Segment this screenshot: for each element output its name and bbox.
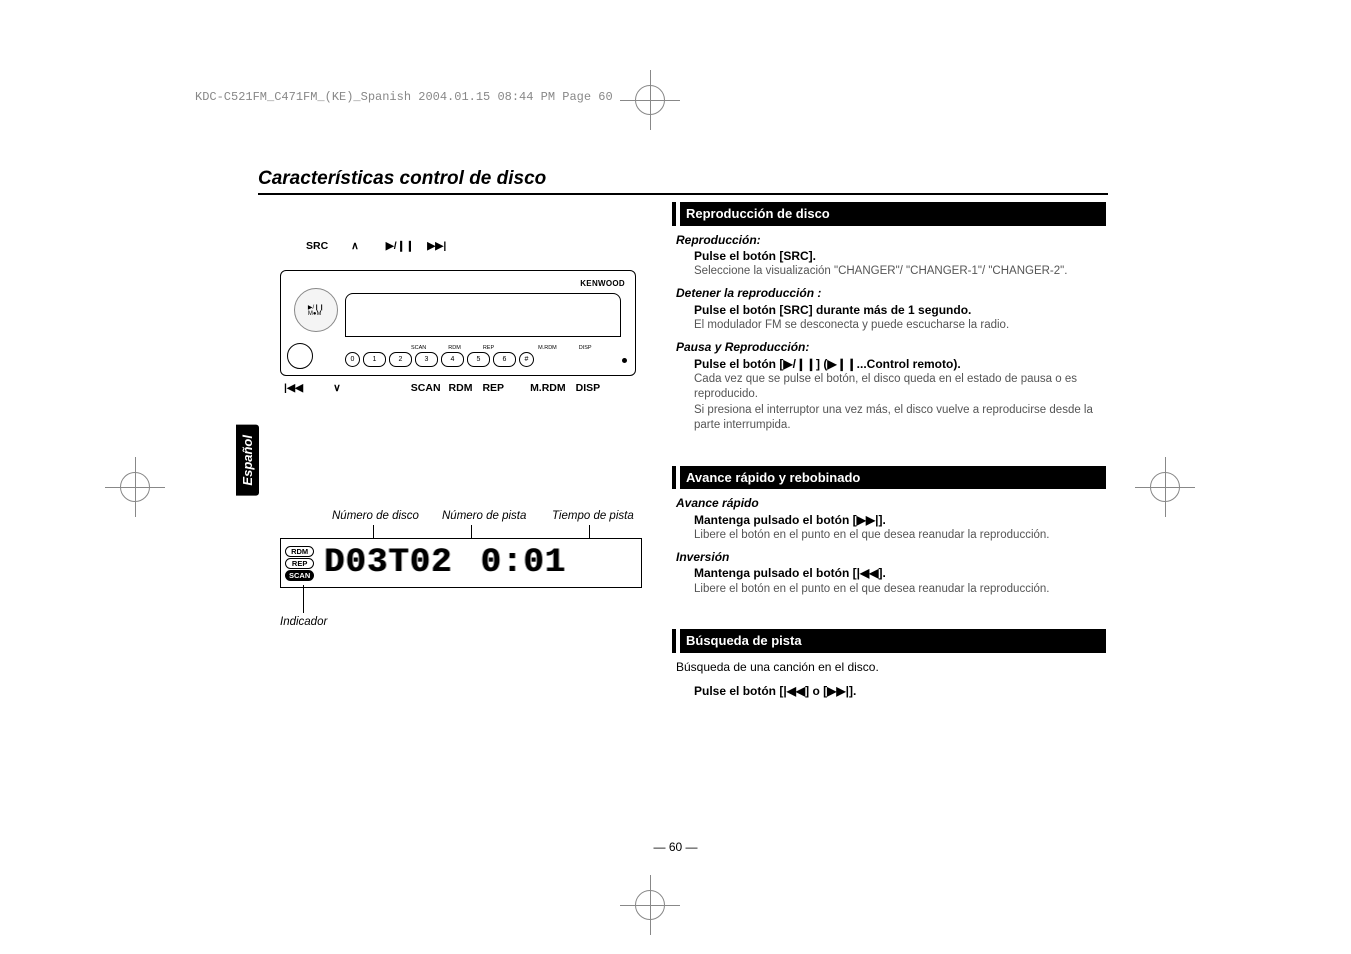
device-top-labels: SRC ∧ ▶/❙❙ ▶▶|: [280, 240, 650, 252]
btn-2: 2: [389, 352, 412, 367]
language-tab: Español: [236, 425, 259, 496]
content-column: Reproducción de disco Reproducción: Puls…: [676, 202, 1106, 699]
knob: [287, 343, 313, 369]
note: Seleccione la visualización "CHANGER"/ "…: [694, 264, 1106, 280]
label-src: SRC: [306, 240, 328, 252]
label-rewind-icon: |◀◀: [284, 382, 303, 394]
lcd-label-time: Tiempo de pista: [552, 510, 634, 522]
lcd-label-disc: Número de disco: [332, 510, 442, 522]
small-labels-row: SCAN RDM REP M.RDM DISP: [411, 345, 592, 351]
btn-3: 3: [415, 352, 438, 367]
print-header: KDC-C521FM_C471FM_(KE)_Spanish 2004.01.1…: [195, 90, 613, 104]
indicator-line: [303, 585, 304, 613]
text: Búsqueda de una canción en el disco.: [676, 659, 1106, 675]
device-body: KENWOOD ▶/❙❙М●М SCAN RDM REP M.RDM DISP …: [280, 270, 636, 376]
section-bar-busq: Búsqueda de pista: [676, 629, 1106, 653]
label-playpause-icon: ▶/❙❙: [386, 240, 415, 252]
small-label: RDM: [448, 345, 461, 351]
crop-mark-left: [120, 472, 150, 502]
note: Libere el botón en el punto en el que de…: [694, 528, 1106, 544]
instr: Mantenga pulsado el botón [|◀◀].: [694, 566, 886, 580]
badge-rep: REP: [285, 558, 314, 569]
instr: Pulse el botón [SRC].: [694, 249, 816, 263]
label-mrdm: M.RDM: [530, 382, 566, 394]
label-scan: SCAN: [411, 382, 441, 394]
indicator-label: Indicador: [280, 616, 650, 628]
instr: Pulse el botón [SRC] durante más de 1 se…: [694, 303, 971, 317]
subhead: Avance rápido: [676, 495, 1106, 511]
btn-4: 4: [441, 352, 464, 367]
label-rep: REP: [482, 382, 504, 394]
subhead: Detener la reproducción :: [676, 285, 1106, 301]
page-number: — 60 —: [653, 840, 697, 854]
lcd-label-track: Número de pista: [442, 510, 552, 522]
crop-mark-top: [635, 85, 665, 115]
seg-time: 0:01: [481, 544, 567, 582]
label-rdm: RDM: [449, 382, 473, 394]
section-bar-repro: Reproducción de disco: [676, 202, 1106, 226]
label-up-icon: ∧: [351, 240, 359, 252]
pointer: [471, 525, 472, 539]
label-fwd-icon: ▶▶|: [427, 240, 446, 252]
lcd-diagram: Número de disco Número de pista Tiempo d…: [280, 510, 650, 628]
instr: Pulse el botón [▶/❙❙] (▶❙❙...Control rem…: [694, 357, 961, 371]
note: Si presiona el interruptor una vez más, …: [694, 403, 1106, 434]
button-row: 0 1 2 3 4 5 6 #: [345, 352, 534, 367]
device-bottom-labels: |◀◀ ∨ SCAN RDM REP M.RDM DISP: [280, 382, 650, 394]
btn-hash: #: [519, 352, 534, 367]
segment-display: D03T02 0:01: [324, 544, 566, 582]
subhead: Inversión: [676, 549, 1106, 565]
note: Libere el botón en el punto en el que de…: [694, 582, 1106, 598]
seg-main: D03T02: [324, 544, 452, 582]
dpad-center: ▶/❙❙М●М: [294, 288, 338, 332]
small-label: REP: [483, 345, 494, 351]
label-down-icon: ∨: [333, 382, 341, 394]
pointer: [589, 525, 590, 539]
note: Cada vez que se pulse el botón, el disco…: [694, 372, 1106, 403]
small-label: DISP: [579, 345, 592, 351]
btn-6: 6: [493, 352, 516, 367]
dot: [622, 358, 627, 363]
btn-1: 1: [363, 352, 386, 367]
section-bar-avance: Avance rápido y rebobinado: [676, 466, 1106, 490]
btn-5: 5: [467, 352, 490, 367]
subhead: Pausa y Reproducción:: [676, 339, 1106, 355]
device-screen: [345, 293, 621, 337]
small-label: SCAN: [411, 345, 426, 351]
pointer: [373, 525, 374, 539]
small-label: M.RDM: [538, 345, 557, 351]
dpad: ▶/❙❙М●М: [293, 277, 339, 343]
label-disp: DISP: [576, 382, 601, 394]
instr: Pulse el botón [|◀◀] o [▶▶|].: [694, 684, 856, 698]
badge-column: RDM REP SCAN: [285, 546, 314, 581]
badge-scan: SCAN: [285, 570, 314, 581]
dpad-icon: ▶/❙❙М●М: [308, 304, 324, 317]
page-title: Características control de disco: [258, 168, 1108, 195]
crop-mark-right: [1150, 472, 1180, 502]
crop-mark-bottom: [635, 890, 665, 920]
lcd-box: RDM REP SCAN D03T02 0:01: [280, 538, 642, 588]
lcd-labels: Número de disco Número de pista Tiempo d…: [280, 510, 650, 522]
instr: Mantenga pulsado el botón [▶▶|].: [694, 513, 886, 527]
btn-0: 0: [345, 352, 360, 367]
badge-rdm: RDM: [285, 546, 314, 557]
note: El modulador FM se desconecta y puede es…: [694, 318, 1106, 334]
subhead: Reproducción:: [676, 232, 1106, 248]
brand-label: KENWOOD: [580, 279, 625, 288]
device-diagram: SRC ∧ ▶/❙❙ ▶▶| KENWOOD ▶/❙❙М●М SCAN RDM …: [280, 240, 650, 394]
